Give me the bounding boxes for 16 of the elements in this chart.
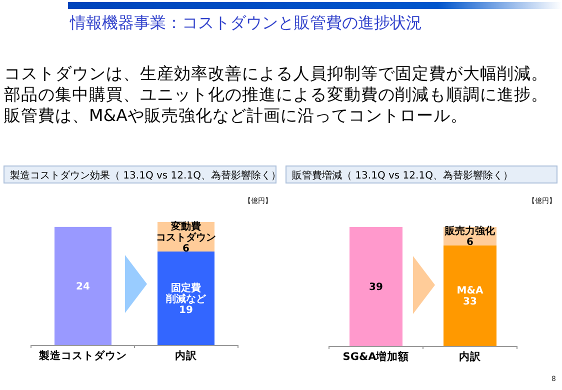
- text: 部品の集中購買、ユニット化の推進による変動費の削減も順調に進捗。: [4, 85, 548, 104]
- data-label: M&A 33: [456, 286, 484, 308]
- x-tick-label: SG&A増加額: [342, 350, 410, 363]
- chart-title: 製造コストダウン効果（ 13.1Q vs 12.1Q、為替影響除く）: [10, 170, 281, 182]
- data-label: 24: [76, 281, 90, 292]
- x-tick-label: 内訳: [175, 349, 198, 362]
- text: 販管費は、M&Aや販売強化など計画に沿ってコントロール。: [4, 106, 468, 125]
- data-label: 39: [369, 282, 383, 293]
- x-tick-label: 内訳: [459, 350, 482, 363]
- data-label: 固定費削減など 19: [165, 282, 207, 316]
- chart-title: 販管費増減（ 13.1Q vs 12.1Q、為替影響除く）: [292, 170, 513, 182]
- data-label: 販売力強化 6: [444, 225, 496, 248]
- x-tick-label: 製造コストダウン: [38, 349, 127, 362]
- text: コストダウンは、生産効率改善による人員抑制等で固定費が大幅削減。: [4, 64, 548, 83]
- text: 情報機器事業：コストダウンと販管費の進捗状況: [69, 13, 422, 32]
- data-label: 変動費コストダウン 6: [156, 220, 216, 254]
